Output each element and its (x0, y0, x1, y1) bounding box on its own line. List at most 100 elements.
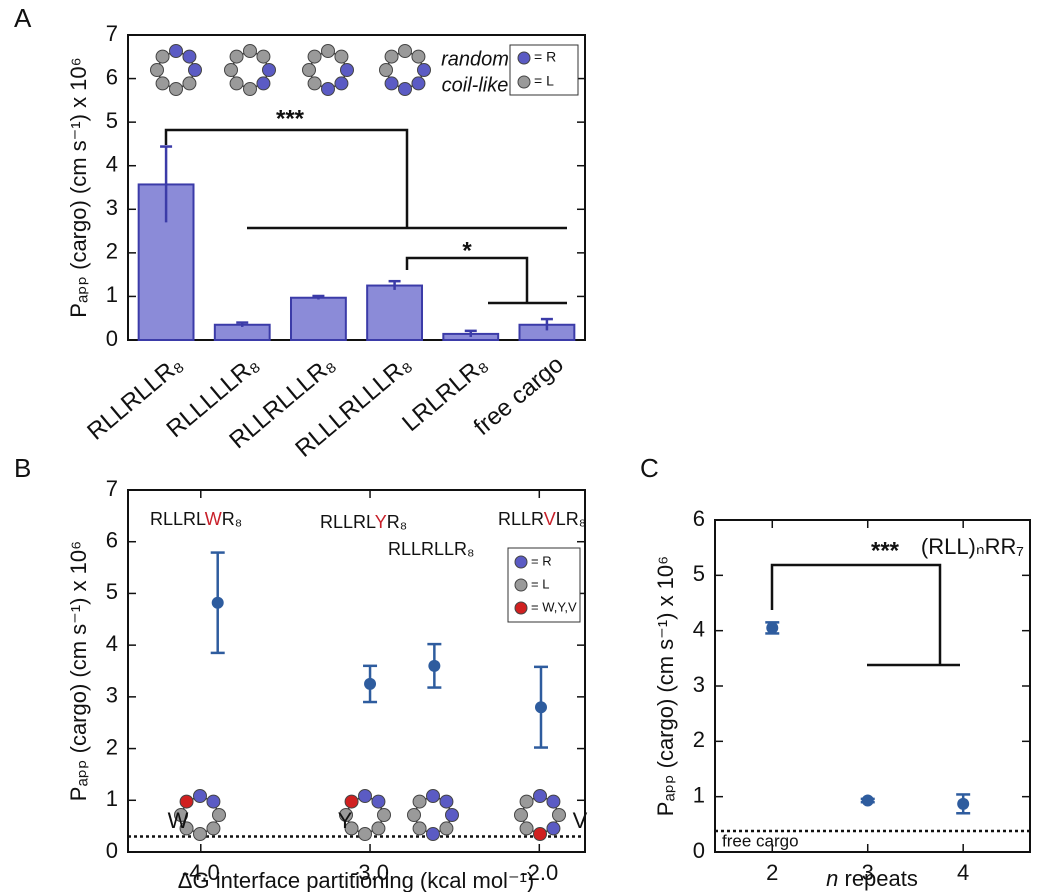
residue (179, 794, 194, 809)
residue (206, 821, 221, 836)
y-tick-label: 5 (106, 108, 118, 133)
significance-bracket (770, 563, 942, 665)
residue (358, 827, 372, 841)
residue (243, 82, 257, 96)
y-tick-label: 1 (106, 282, 118, 307)
residue (371, 794, 386, 809)
panel-label: A (14, 3, 32, 33)
residue (417, 63, 431, 77)
residue (155, 76, 170, 91)
y-tick-label: 7 (106, 21, 118, 46)
label-part: Y (375, 512, 387, 532)
bar (137, 183, 195, 341)
residue (193, 827, 207, 841)
point-label: RLLRLYR₈ (320, 512, 407, 532)
legend-swatch (514, 578, 528, 592)
data-point (428, 659, 441, 672)
residue (358, 789, 372, 803)
label-part: RLLRL (320, 512, 376, 532)
residue (340, 63, 354, 77)
residue (552, 808, 566, 822)
residue (334, 49, 349, 64)
y-tick-label: 4 (693, 616, 705, 641)
panel-label: C (640, 453, 659, 483)
y-tick-label: 7 (106, 476, 118, 501)
residue (307, 76, 322, 91)
residue-label: W (168, 808, 189, 833)
significance: *** (871, 537, 900, 564)
plot-frame (127, 34, 586, 341)
residue (398, 82, 412, 96)
residue (412, 821, 427, 836)
y-tick-label: 3 (106, 195, 118, 220)
y-tick-label: 1 (693, 782, 705, 807)
legend-label: = W,Y,V (531, 599, 577, 614)
residue (514, 808, 528, 822)
residue (546, 821, 561, 836)
residue (174, 808, 188, 822)
helix-icon (174, 789, 226, 841)
plot-frame (127, 489, 586, 853)
data-point (534, 701, 547, 714)
x-axis-label: ΔG interface partitioning (kcal mol⁻¹) (178, 868, 534, 892)
residue (229, 76, 244, 91)
residue (519, 821, 534, 836)
residue (339, 808, 353, 822)
data-point (766, 621, 779, 634)
residue (398, 44, 412, 58)
data-point (861, 794, 874, 807)
residue-label: V (573, 808, 588, 833)
residue (412, 794, 427, 809)
x-tick-label: 3 (862, 860, 874, 885)
label-part: R₈ (387, 512, 407, 532)
label-part: LR₈ (556, 509, 586, 529)
residue (519, 794, 534, 809)
y-tick-label: 2 (693, 727, 705, 752)
residue (426, 789, 440, 803)
note: coil-like (442, 74, 509, 96)
residue (212, 808, 226, 822)
point-label: RLLRLWR₈ (150, 509, 242, 529)
label-part: RLLRLLR₈ (388, 539, 475, 559)
residue (411, 49, 426, 64)
residue (377, 808, 391, 822)
residue (193, 789, 207, 803)
residue (256, 76, 271, 91)
label-part: RLLRL (150, 509, 206, 529)
residue (379, 63, 393, 77)
legend-label: = L (534, 73, 554, 89)
data-point (957, 797, 970, 810)
residue (334, 76, 349, 91)
y-axis-label: Pₐₚₚ (cargo) (cm s⁻¹) x 10⁶ (653, 556, 678, 816)
residue (384, 76, 399, 91)
legend-swatch (517, 51, 531, 65)
residue (321, 44, 335, 58)
helix-icon (150, 44, 202, 96)
significance-bracket (405, 256, 529, 303)
helix-icon (407, 789, 459, 841)
residue (182, 76, 197, 91)
residue (169, 82, 183, 96)
x-tick-label: -3.0 (351, 860, 389, 885)
point-label: RLLRLLR₈ (388, 539, 475, 559)
residue (371, 821, 386, 836)
significance-bracket (164, 128, 409, 228)
y-axis-label: Pₐₚₚ (cargo) (cm s⁻¹) x 10⁶ (66, 541, 91, 801)
residue (344, 821, 359, 836)
y-tick-label: 1 (106, 786, 118, 811)
x-tick-label: 4 (957, 860, 969, 885)
residue (262, 63, 276, 77)
residue (546, 794, 561, 809)
label-part: W (205, 509, 222, 529)
label-part: R₈ (222, 509, 242, 529)
label-part: RLLR (498, 509, 544, 529)
y-axis-label: Pₐₚₚ (cargo) (cm s⁻¹) x 10⁶ (66, 57, 91, 317)
point-label: RLLRVLR₈ (498, 509, 586, 529)
residue-label: Y (338, 808, 353, 833)
residue (411, 76, 426, 91)
x-axis-label: n repeats (826, 866, 918, 891)
residue (533, 789, 547, 803)
residue (243, 44, 257, 58)
residue (229, 49, 244, 64)
residue (206, 794, 221, 809)
